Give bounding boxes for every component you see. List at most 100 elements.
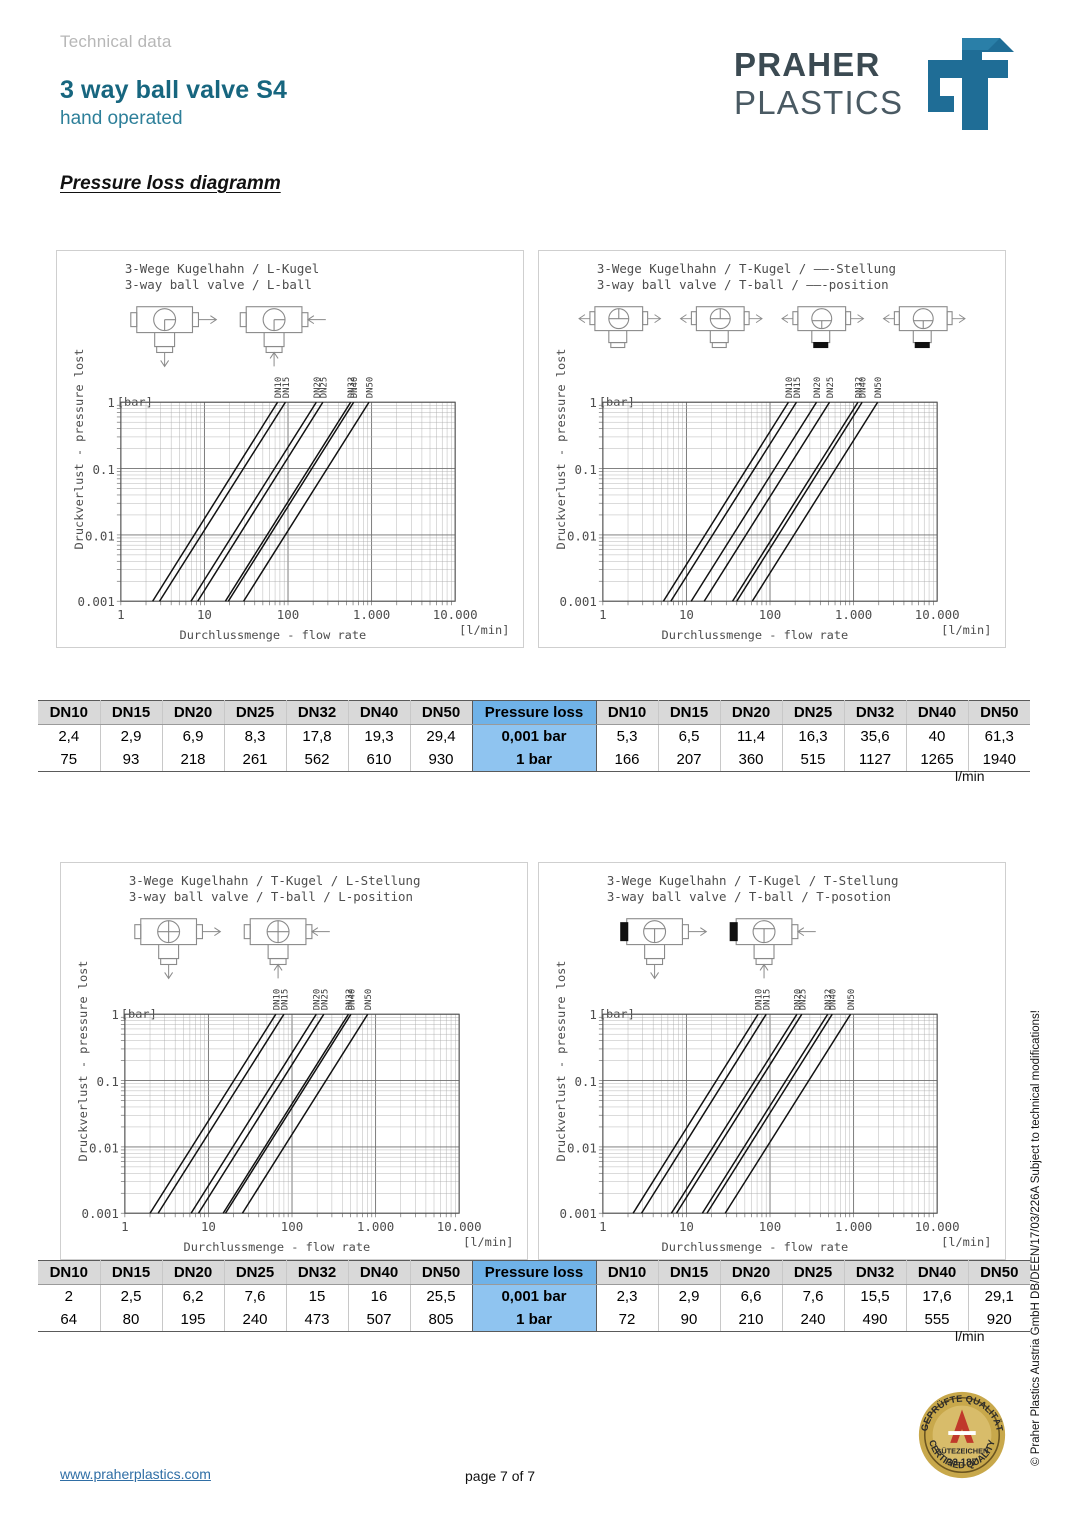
chart-svg-t-ball-l-position: 3-Wege Kugelhahn / T-Kugel / L-Stellung … — [76, 873, 513, 1254]
col-header-pressure-loss: Pressure loss — [472, 700, 597, 725]
chart-caption-en: 3-way ball valve / T-ball / T-posotion — [607, 889, 891, 904]
cell-right: 210 — [720, 1308, 783, 1332]
cell-right: 40 — [906, 724, 969, 748]
x-tick-10000: 10.000 — [915, 1219, 960, 1234]
series-label-DN50: DN50 — [847, 989, 857, 1011]
series-line-DN20 — [190, 401, 317, 602]
y-tick-0.01: 0.01 — [567, 1141, 597, 1156]
valve-symbol-t-4 — [882, 306, 966, 349]
chart-series-lines — [662, 401, 879, 602]
footer-website-link[interactable]: www.praherplastics.com — [60, 1466, 211, 1482]
series-line-DN32 — [222, 1013, 350, 1214]
valve-symbol-group — [578, 306, 966, 349]
chart-svg-l-ball: 3-Wege Kugelhahn / L-Kugel 3-way ball va… — [72, 261, 509, 642]
page-subtitle: hand operated — [60, 108, 183, 129]
table-row: 2,4 2,9 6,9 8,3 17,8 19,3 29,4 0,001 bar 5,3 6,5 1… — [38, 724, 1030, 748]
cell-left: 29,4 — [410, 724, 473, 748]
cell-right: 920 — [968, 1308, 1030, 1332]
cell-left: 218 — [162, 748, 225, 772]
cell-right: 16,3 — [782, 724, 845, 748]
cell-left: 2 — [38, 1284, 101, 1308]
chart-caption-de: 3-Wege Kugelhahn / T-Kugel / ——-Stellung — [597, 261, 896, 276]
series-line-DN20 — [190, 1013, 317, 1214]
chart-caption-en: 3-way ball valve / T-ball / L-position — [129, 889, 413, 904]
series-line-DN20 — [670, 1013, 798, 1214]
y-axis-title: Druckverlust - pressure lost — [76, 961, 90, 1162]
series-label-DN20: DN20 — [813, 377, 823, 399]
x-tick-1000: 1.000 — [835, 1219, 872, 1234]
valve-symbol-group — [134, 918, 330, 980]
col-header-left-DN20: DN20 — [162, 1260, 225, 1285]
cell-right: 7,6 — [782, 1284, 845, 1308]
y-tick-0.01: 0.01 — [85, 529, 115, 544]
cell-pressure-loss: 0,001 bar — [472, 1284, 597, 1308]
cell-right: 29,1 — [968, 1284, 1030, 1308]
x-tick-1000: 1.000 — [353, 607, 390, 622]
x-tick-10: 10 — [679, 1219, 694, 1234]
cell-left: 25,5 — [410, 1284, 473, 1308]
cell-pressure-loss: 0,001 bar — [472, 724, 597, 748]
col-header-right-DN15: DN15 — [658, 700, 721, 725]
table-unit-bottom: l/min — [955, 1328, 985, 1344]
cell-left: 8,3 — [224, 724, 287, 748]
series-label-DN20: DN20 — [313, 377, 323, 399]
cell-left: 805 — [410, 1308, 473, 1332]
y-tick-0.1: 0.1 — [96, 1074, 118, 1089]
y-tick-0.001: 0.001 — [81, 1206, 118, 1221]
series-line-DN15 — [670, 401, 798, 602]
col-header-right-DN50: DN50 — [968, 700, 1030, 725]
cell-right: 35,6 — [844, 724, 907, 748]
series-label-DN25: DN25 — [798, 989, 808, 1011]
x-tick-100: 100 — [759, 1219, 781, 1234]
series-label-DN20: DN20 — [793, 989, 803, 1011]
series-label-DN25: DN25 — [826, 377, 836, 399]
series-line-DN40 — [227, 401, 355, 602]
cell-left: 930 — [410, 748, 473, 772]
cell-left: 6,2 — [162, 1284, 225, 1308]
series-line-DN50 — [751, 401, 879, 602]
series-line-DN25 — [675, 1013, 803, 1214]
col-header-left-DN40: DN40 — [348, 700, 411, 725]
cell-left: 195 — [162, 1308, 225, 1332]
col-header-left-DN25: DN25 — [224, 1260, 287, 1285]
col-header-right-DN25: DN25 — [782, 700, 845, 725]
x-tick-10000: 10.000 — [437, 1219, 482, 1234]
y-tick-1: 1 — [107, 395, 114, 410]
plot-frame — [124, 1013, 460, 1214]
cell-right: 1265 — [906, 748, 969, 772]
x-tick-100: 100 — [759, 607, 781, 622]
cell-right: 490 — [844, 1308, 907, 1332]
x-axis-unit: [l/min] — [941, 1235, 991, 1249]
series-label-DN15: DN15 — [763, 989, 773, 1011]
cell-left: 16 — [348, 1284, 411, 1308]
y-tick-0.1: 0.1 — [574, 462, 596, 477]
cell-left: 2,4 — [38, 724, 101, 748]
cell-right: 72 — [596, 1308, 659, 1332]
valve-symbol-group — [620, 918, 816, 980]
series-line-DN25 — [197, 1013, 325, 1214]
table-row: 2 2,5 6,2 7,6 15 16 25,5 0,001 bar 2,3 2,9 6,6 7,6 1… — [38, 1284, 1030, 1308]
series-line-DN50 — [724, 1013, 852, 1214]
cell-left: 507 — [348, 1308, 411, 1332]
y-tick-0.01: 0.01 — [89, 1141, 119, 1156]
valve-symbol-l-ball-2 — [239, 306, 326, 367]
table-header-row: DN10 DN15 DN20 DN25 DN32 DN40 DN50 Pressure los… — [38, 1260, 1030, 1285]
cell-left: 2,5 — [100, 1284, 163, 1308]
x-tick-100: 100 — [281, 1219, 303, 1234]
col-header-right-DN32: DN32 — [844, 700, 907, 725]
cell-left: 240 — [224, 1308, 287, 1332]
table-unit-top: l/min — [955, 768, 985, 784]
col-header-left-DN20: DN20 — [162, 700, 225, 725]
chart-grid — [598, 401, 938, 606]
series-line-DN50 — [241, 1013, 369, 1214]
y-tick-0.01: 0.01 — [567, 529, 597, 544]
valve-symbol-t-1 — [578, 306, 662, 349]
chart-panel-l-ball: 3-Wege Kugelhahn / L-Kugel 3-way ball va… — [56, 250, 524, 648]
cell-right: 360 — [720, 748, 783, 772]
series-label-DN10: DN10 — [755, 989, 765, 1011]
series-line-DN20 — [690, 401, 818, 602]
valve-symbol-group — [130, 306, 326, 368]
series-line-DN15 — [157, 1013, 285, 1214]
